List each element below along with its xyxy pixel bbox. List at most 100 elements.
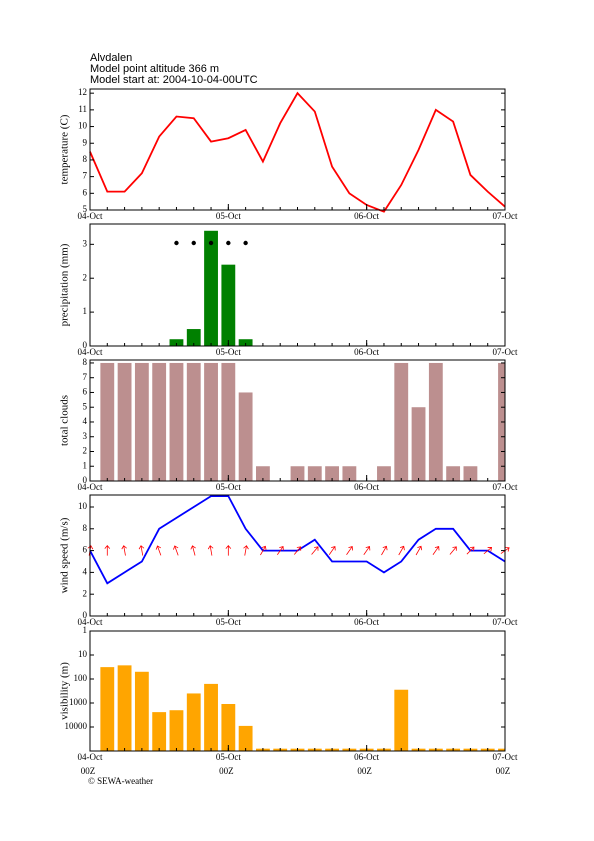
x-tick-sublabel: 00Z	[81, 766, 96, 776]
y-tick-label: 10	[78, 649, 88, 659]
line	[89, 91, 506, 213]
arrow-shape	[243, 545, 249, 556]
x-tick-label: 05-Oct	[216, 617, 241, 627]
y-axis-label: precipitation (mm)	[59, 243, 71, 326]
y-tick-label: 8	[83, 357, 88, 367]
y-tick-label: 11	[78, 104, 87, 114]
y-tick-label: 10	[78, 501, 88, 511]
wind-arrow	[381, 545, 388, 556]
y-tick-label: 3	[83, 238, 88, 248]
y-tick-label: 6	[83, 187, 88, 197]
y-tick-label: 3	[83, 431, 88, 441]
bar	[221, 362, 236, 481]
bar	[100, 667, 115, 751]
shower-dot	[191, 240, 196, 246]
wind-arrow	[346, 546, 353, 555]
wind-arrow	[138, 545, 145, 556]
wind-arrow	[173, 545, 179, 556]
x-tick-sublabel: 00Z	[496, 766, 511, 776]
y-tick-label: 1	[83, 460, 88, 470]
y-tick-label: 2	[83, 272, 88, 282]
wind-arrow	[415, 545, 423, 556]
wind-arrow	[311, 546, 319, 555]
arrow-shape	[138, 545, 145, 556]
arrow-shape	[155, 545, 162, 556]
arrow-shape	[225, 545, 232, 556]
arrow-shape	[293, 546, 302, 555]
x-tick-label: 05-Oct	[216, 347, 241, 357]
arrow-shape	[381, 545, 388, 556]
x-tick-label: 05-Oct	[216, 211, 241, 221]
y-tick-label: 1000	[69, 697, 88, 707]
footer: © SEWA-weather	[88, 776, 153, 786]
arrow-shape	[207, 545, 214, 556]
model-start: Model start at: 2004-10-04-00UTC	[90, 74, 258, 86]
bar	[186, 693, 201, 751]
bar	[100, 362, 115, 481]
y-tick-label: 9	[83, 137, 88, 147]
x-tick-label: 06-Oct	[354, 347, 379, 357]
bar	[117, 362, 132, 481]
bar	[238, 392, 253, 481]
bar	[325, 466, 339, 481]
arrow-shape	[449, 546, 457, 555]
y-tick-label: 8	[83, 523, 88, 533]
bar	[134, 362, 149, 481]
bar	[290, 466, 305, 481]
arrow-shape	[398, 545, 405, 556]
plot-frame	[89, 223, 506, 347]
arrow-shape	[483, 547, 493, 555]
bar	[169, 710, 184, 751]
y-tick-label: 0	[83, 610, 88, 620]
y-tick-label: 0	[83, 340, 88, 350]
x-tick-label: 07-Oct	[493, 211, 518, 221]
plot-frame	[89, 494, 506, 617]
wind-arrow	[190, 545, 196, 556]
wind-arrow	[483, 547, 493, 555]
x-tick-label: 04-Oct	[78, 211, 103, 221]
bar	[117, 665, 132, 751]
arrow-shape	[277, 546, 284, 555]
wind-arrow	[328, 546, 336, 555]
arrow-shape	[466, 546, 475, 555]
y-tick-label: 6	[83, 545, 88, 555]
y-tick-label: 8	[83, 154, 88, 164]
x-tick-label: 05-Oct	[216, 752, 241, 762]
shower-dot	[208, 240, 214, 246]
y-tick-label: 100	[74, 673, 88, 683]
wind-arrow	[207, 545, 214, 556]
bar	[394, 689, 409, 751]
arrow-shape	[415, 545, 423, 556]
arrow-shape	[121, 545, 127, 556]
y-axis-label: visibility (m)	[59, 662, 71, 720]
x-tick-label: 04-Oct	[78, 617, 103, 627]
bar	[169, 339, 184, 346]
wind-arrow	[260, 545, 267, 556]
y-tick-label: 10000	[65, 721, 88, 731]
bar	[307, 466, 322, 481]
bar	[377, 466, 391, 481]
bar	[256, 466, 270, 481]
bar	[463, 466, 478, 481]
arrow-shape	[260, 545, 267, 556]
x-tick-label: 07-Oct	[493, 482, 518, 492]
x-tick-label: 06-Oct	[354, 211, 379, 221]
y-tick-label: 2	[83, 588, 88, 598]
x-tick-sublabel: 00Z	[219, 766, 234, 776]
x-tick-label: 06-Oct	[354, 617, 379, 627]
y-tick-label: 4	[83, 416, 88, 426]
bar	[446, 466, 461, 481]
bar	[186, 329, 201, 346]
arrow-shape	[190, 545, 196, 556]
y-tick-label: 7	[83, 372, 88, 382]
bar	[411, 407, 426, 481]
x-tick-label: 06-Oct	[354, 752, 379, 762]
wind-arrow	[466, 546, 475, 555]
line	[89, 495, 506, 585]
wind-arrow	[398, 545, 405, 556]
wind-arrow	[293, 546, 302, 555]
bar	[221, 264, 236, 346]
bar	[186, 362, 201, 481]
y-tick-label: 6	[83, 387, 88, 397]
